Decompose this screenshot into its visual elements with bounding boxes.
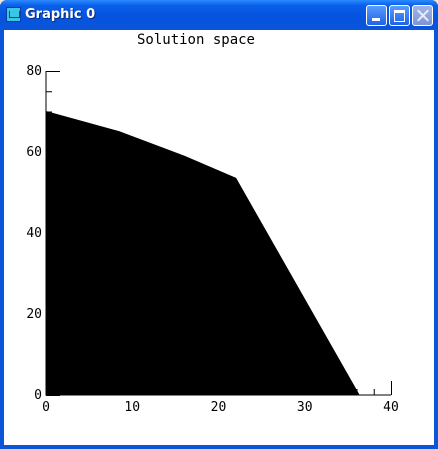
solution-region-0 bbox=[45, 110, 360, 396]
y-tick-label: 20 bbox=[26, 307, 42, 322]
y-tick-label: 40 bbox=[26, 226, 42, 241]
y-tick-label: 80 bbox=[26, 64, 42, 79]
chart-title: Solution space bbox=[137, 32, 255, 48]
chart: Solution space 0 20 40 60 80 0 10 20 30 40 bbox=[26, 32, 399, 415]
x-tick-label: 30 bbox=[297, 400, 313, 415]
graphic-canvas: Solution space 0 20 40 60 80 0 10 20 30 40 bbox=[4, 30, 434, 445]
app-icon bbox=[6, 7, 21, 22]
close-button[interactable] bbox=[412, 5, 433, 26]
x-tick-label: 10 bbox=[124, 400, 140, 415]
y-tick-label: 60 bbox=[26, 145, 42, 160]
title-bar[interactable]: Graphic 0 bbox=[0, 0, 438, 30]
x-tick-label: 20 bbox=[211, 400, 227, 415]
x-tick-label: 40 bbox=[383, 400, 399, 415]
window-title: Graphic 0 bbox=[25, 7, 96, 22]
y-tick-label: 0 bbox=[34, 388, 42, 403]
maximize-button[interactable] bbox=[389, 5, 410, 26]
x-tick-label: 0 bbox=[42, 400, 50, 415]
minimize-button[interactable] bbox=[366, 5, 387, 26]
